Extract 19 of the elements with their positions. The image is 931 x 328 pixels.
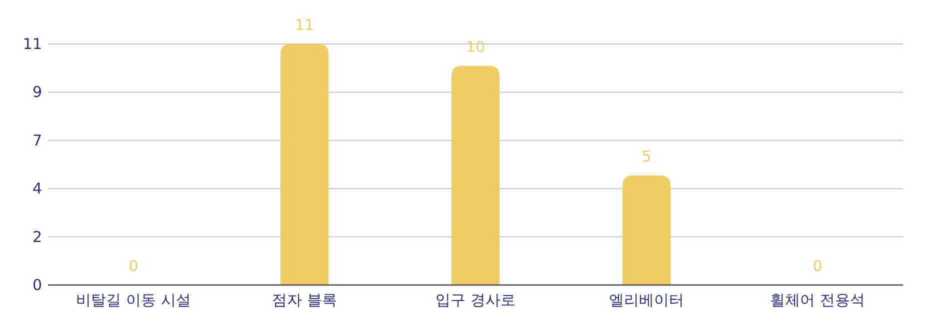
x-tick-label: 점자 블록: [272, 291, 337, 309]
y-tick-label: 7: [32, 131, 42, 150]
bar: [452, 66, 500, 285]
y-tick-label: 9: [32, 83, 42, 102]
x-tick-label: 비탈길 이동 시설: [76, 291, 191, 309]
data-label: 11: [294, 16, 314, 34]
y-tick-label: 11: [22, 35, 42, 53]
x-tick-label: 휠체어 전용석: [770, 291, 865, 309]
y-tick-label: 2: [32, 228, 42, 246]
data-label: 5: [642, 147, 652, 166]
x-tick-label: 엘리베이터: [609, 291, 684, 309]
bar: [622, 175, 670, 285]
x-tick-label: 입구 경사로: [436, 291, 516, 309]
data-label: 10: [466, 38, 486, 56]
bar: [280, 44, 328, 285]
y-tick-label: 4: [32, 180, 42, 198]
data-label: 0: [128, 257, 138, 275]
y-tick-label: 0: [32, 276, 42, 294]
data-label: 0: [812, 257, 822, 275]
